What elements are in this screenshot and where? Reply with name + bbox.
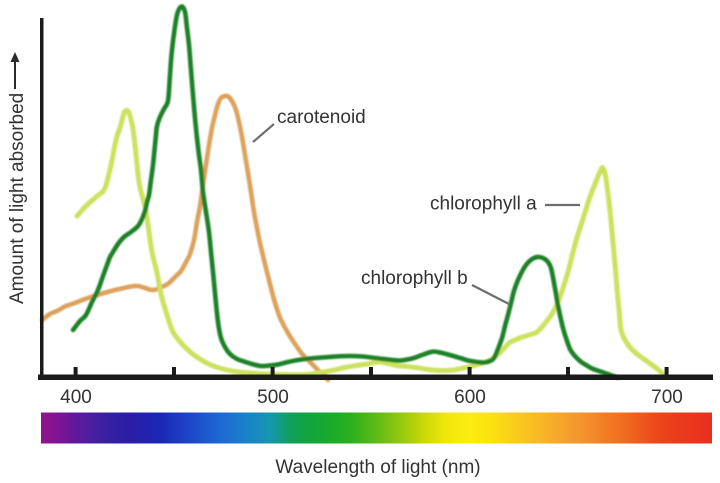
svg-text:500: 500	[257, 387, 289, 408]
svg-text:Wavelength of light (nm): Wavelength of light (nm)	[275, 457, 480, 478]
svg-text:400: 400	[60, 387, 92, 408]
svg-text:chlorophyll a: chlorophyll a	[430, 194, 537, 215]
svg-text:600: 600	[454, 387, 486, 408]
svg-text:Amount of light absorbed: Amount of light absorbed	[7, 93, 28, 304]
svg-text:700: 700	[651, 387, 683, 408]
svg-text:carotenoid: carotenoid	[277, 107, 366, 128]
svg-text:chlorophyll b: chlorophyll b	[361, 268, 468, 289]
